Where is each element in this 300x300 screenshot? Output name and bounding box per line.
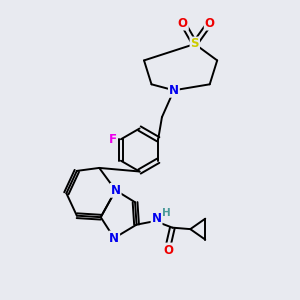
Text: H: H: [162, 208, 171, 218]
Text: F: F: [109, 133, 117, 146]
Text: O: O: [205, 16, 215, 30]
Text: O: O: [163, 244, 173, 256]
Text: N: N: [111, 184, 121, 197]
Text: O: O: [178, 16, 188, 30]
Text: N: N: [109, 232, 119, 244]
Text: N: N: [169, 84, 179, 97]
Text: N: N: [152, 212, 162, 225]
Text: S: S: [190, 38, 199, 50]
